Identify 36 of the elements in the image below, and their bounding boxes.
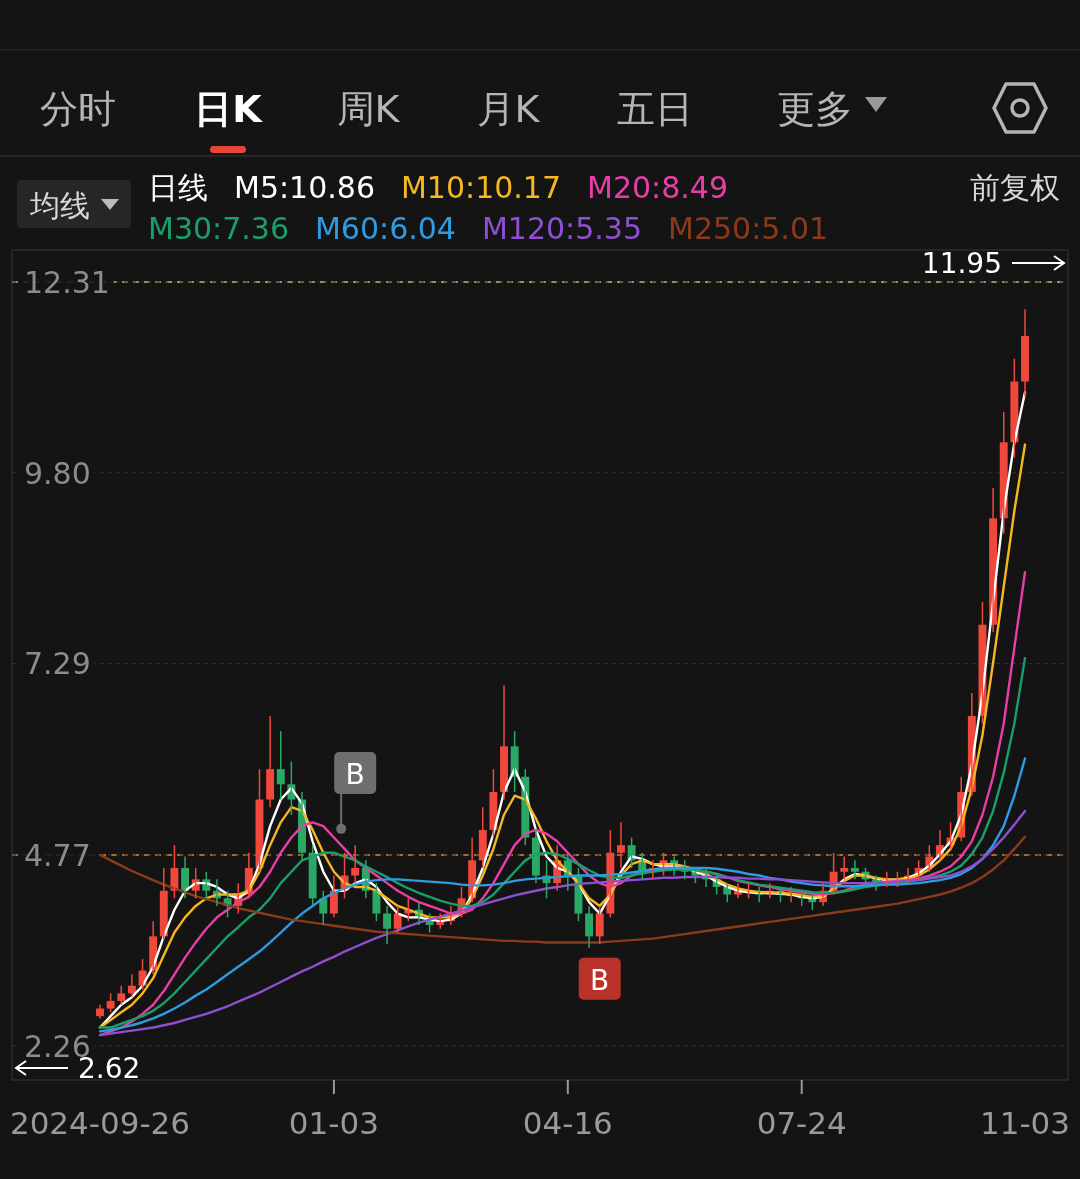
line-series xyxy=(98,571,1027,1037)
candlestick xyxy=(117,985,126,1006)
line-series xyxy=(98,809,1027,1037)
x-tick-label: 04-16 xyxy=(522,1105,613,1141)
x-tick-label: 11-03 xyxy=(979,1105,1071,1141)
line-series xyxy=(98,656,1027,1029)
text: M60:6.04 xyxy=(314,211,456,246)
text: M20:8.49 xyxy=(587,170,728,205)
text: 日K xyxy=(194,87,264,131)
text: 均线 xyxy=(29,188,90,223)
text: 月K xyxy=(476,87,541,131)
y-tick-label: 4.77 xyxy=(24,838,91,874)
y-tick-label: 7.29 xyxy=(24,646,91,682)
x-tick-label: 01-03 xyxy=(288,1105,379,1141)
text: M10:10.17 xyxy=(400,170,562,205)
y-tick-label: 9.80 xyxy=(24,455,91,491)
annotation: B xyxy=(590,963,610,997)
text: 分时 xyxy=(40,87,116,131)
line-series xyxy=(98,835,1027,944)
text: M250:5.01 xyxy=(668,211,829,246)
annotation: B xyxy=(345,758,365,791)
text: M120:5.35 xyxy=(481,211,642,246)
candlestick xyxy=(106,992,115,1014)
y-tick-label: 12.31 xyxy=(24,264,110,300)
text: M30:7.36 xyxy=(148,211,289,246)
text: M5:10.86 xyxy=(234,170,375,205)
annotation: 11.95 xyxy=(921,247,1002,280)
text: 周K xyxy=(336,87,401,131)
text: 前复权 xyxy=(970,170,1060,205)
legend-title: 日线 xyxy=(148,170,208,205)
x-tick-label: 2024-09-26 xyxy=(9,1105,191,1141)
text: 五日 xyxy=(617,87,693,131)
line-series xyxy=(98,757,1027,1033)
text: 更多 xyxy=(777,87,853,131)
x-tick-label: 07-24 xyxy=(756,1105,847,1141)
candlestick xyxy=(840,855,849,881)
